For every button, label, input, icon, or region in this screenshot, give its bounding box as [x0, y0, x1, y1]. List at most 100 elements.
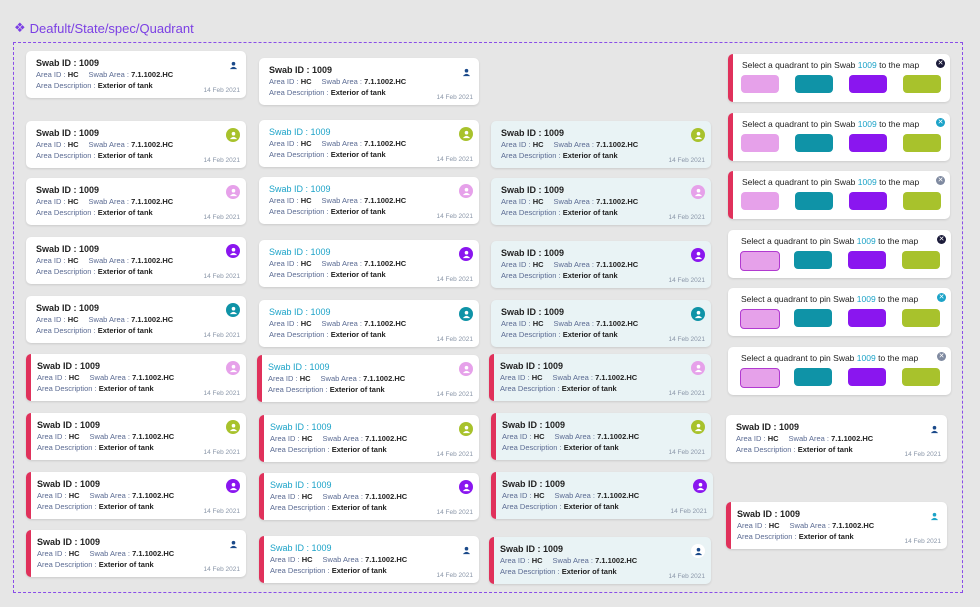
person-pin-icon[interactable]: [226, 420, 240, 434]
swab-card[interactable]: Swab ID : 1009 Area ID : HC Swab Area : 7.…: [26, 178, 246, 225]
person-pin-icon[interactable]: [927, 509, 941, 523]
area-row: Area ID : HC Swab Area : 7.1.1002.HC: [36, 69, 236, 80]
swab-card[interactable]: Swab ID : 1009 Area ID : HC Swab Area : 7.…: [259, 300, 479, 347]
quadrant-swatch-pink[interactable]: [740, 251, 780, 271]
quadrant-swatch-teal[interactable]: [794, 368, 832, 386]
person-pin-icon[interactable]: [459, 480, 473, 494]
quadrant-swatch-pink[interactable]: [741, 134, 779, 152]
area-row: Area ID : HC Swab Area : 7.1.1002.HC: [501, 139, 701, 150]
close-icon[interactable]: ✕: [937, 235, 946, 244]
close-icon[interactable]: ✕: [937, 352, 946, 361]
quadrant-swatch-pink[interactable]: [740, 309, 780, 329]
swab-area-label: Swab Area :: [89, 549, 130, 558]
quadrant-swatch-pink[interactable]: [741, 75, 779, 93]
quadrant-swatch-green[interactable]: [903, 134, 941, 152]
close-icon[interactable]: ✕: [936, 59, 945, 68]
quadrant-swatch-teal[interactable]: [795, 134, 833, 152]
person-pin-icon[interactable]: [226, 244, 240, 258]
swab-card[interactable]: Swab ID : 1009 Area ID : HC Swab Area : 7.…: [491, 472, 713, 519]
quadrant-swatch-green[interactable]: [902, 251, 940, 269]
person-pin-icon[interactable]: [691, 361, 705, 375]
quadrant-prompt-post: to the map: [879, 60, 920, 70]
quadrant-swatch-green[interactable]: [903, 75, 941, 93]
person-pin-icon[interactable]: [459, 184, 473, 198]
swab-card[interactable]: Swab ID : 1009 Area ID : HC Swab Area : 7.…: [489, 537, 711, 584]
quadrant-swatch-pink[interactable]: [740, 368, 780, 388]
swab-card[interactable]: Swab ID : 1009 Area ID : HC Swab Area : 7.…: [26, 296, 246, 343]
quadrant-swatch-green[interactable]: [902, 368, 940, 386]
swab-card[interactable]: Swab ID : 1009 Area ID : HC Swab Area : 7.…: [26, 530, 246, 577]
swab-card[interactable]: Swab ID : 1009 Area ID : HC Swab Area : 7.…: [26, 472, 246, 519]
swab-id: Swab ID : 1009: [270, 542, 469, 554]
swab-card[interactable]: Swab ID : 1009 Area ID : HC Swab Area : 7.…: [259, 177, 479, 224]
quadrant-swatch-pink[interactable]: [741, 192, 779, 210]
swab-card[interactable]: Swab ID : 1009 Area ID : HC Swab Area : 7.…: [726, 502, 947, 549]
quadrant-swatch-teal[interactable]: [795, 192, 833, 210]
person-pin-icon[interactable]: [459, 422, 473, 436]
area-row: Area ID : HC Swab Area : 7.1.1002.HC: [501, 318, 701, 329]
swab-card[interactable]: Swab ID : 1009 Area ID : HC Swab Area : 7.…: [26, 121, 246, 168]
close-icon[interactable]: ✕: [936, 176, 945, 185]
swab-card[interactable]: Swab ID : 1009 Area ID : HC Swab Area : 7.…: [491, 300, 711, 347]
swab-card[interactable]: Swab ID : 1009 Area ID : HC Swab Area : 7.…: [259, 415, 479, 462]
swab-id: Swab ID : 1009: [36, 57, 236, 69]
swab-card[interactable]: Swab ID : 1009 Area ID : HC Swab Area : 7.…: [491, 241, 711, 288]
close-icon[interactable]: ✕: [937, 293, 946, 302]
person-pin-icon[interactable]: [226, 128, 240, 142]
quadrant-swatch-purple[interactable]: [849, 134, 887, 152]
area-id-value: HC: [532, 319, 544, 328]
person-pin-icon[interactable]: [459, 362, 473, 376]
person-pin-icon[interactable]: [691, 544, 705, 558]
person-pin-icon[interactable]: [226, 479, 240, 493]
area-id-value: HC: [533, 432, 545, 441]
quadrant-swatch-purple[interactable]: [849, 75, 887, 93]
person-pin-icon[interactable]: [691, 307, 705, 321]
area-id-label: Area ID :: [37, 491, 67, 500]
person-pin-icon[interactable]: [459, 543, 473, 557]
person-pin-icon[interactable]: [226, 185, 240, 199]
swab-card[interactable]: Swab ID : 1009 Area ID : HC Swab Area : 7.…: [491, 178, 711, 225]
person-pin-icon[interactable]: [691, 248, 705, 262]
person-pin-icon[interactable]: [691, 128, 705, 142]
quadrant-swatch-purple[interactable]: [848, 309, 886, 327]
swab-card[interactable]: Swab ID : 1009 Area ID : HC Swab Area : 7.…: [489, 354, 711, 401]
quadrant-swatch-teal[interactable]: [795, 75, 833, 93]
swab-card[interactable]: Swab ID : 1009 Area ID : HC Swab Area : 7.…: [726, 415, 947, 462]
quadrant-swatch-purple[interactable]: [848, 251, 886, 269]
person-pin-icon[interactable]: [691, 185, 705, 199]
swab-card[interactable]: Swab ID : 1009 Area ID : HC Swab Area : 7.…: [259, 58, 479, 105]
quadrant-swatch-purple[interactable]: [848, 368, 886, 386]
swab-card[interactable]: Swab ID : 1009 Area ID : HC Swab Area : 7.…: [259, 536, 479, 583]
person-pin-icon[interactable]: [459, 307, 473, 321]
area-description-label: Area Description :: [36, 81, 96, 90]
swab-card[interactable]: Swab ID : 1009 Area ID : HC Swab Area : 7.…: [491, 413, 711, 460]
swab-card[interactable]: Swab ID : 1009 Area ID : HC Swab Area : 7.…: [259, 473, 479, 520]
swab-card[interactable]: Swab ID : 1009 Area ID : HC Swab Area : 7.…: [26, 354, 246, 401]
quadrant-swatch-green[interactable]: [903, 192, 941, 210]
area-id-value: HC: [768, 521, 780, 530]
swab-card[interactable]: Swab ID : 1009 Area ID : HC Swab Area : 7.…: [491, 121, 711, 168]
swab-card[interactable]: Swab ID : 1009 Area ID : HC Swab Area : 7.…: [259, 120, 479, 167]
person-pin-icon[interactable]: [226, 58, 240, 72]
person-pin-icon[interactable]: [927, 422, 941, 436]
person-pin-icon[interactable]: [226, 537, 240, 551]
swab-card[interactable]: Swab ID : 1009 Area ID : HC Swab Area : 7.…: [26, 51, 246, 98]
swab-card[interactable]: Swab ID : 1009 Area ID : HC Swab Area : 7.…: [26, 413, 246, 460]
person-pin-icon[interactable]: [459, 65, 473, 79]
quadrant-swatch-purple[interactable]: [849, 192, 887, 210]
close-icon[interactable]: ✕: [936, 118, 945, 127]
quadrant-swatch-green[interactable]: [902, 309, 940, 327]
person-pin-icon[interactable]: [459, 127, 473, 141]
person-pin-icon[interactable]: [693, 479, 707, 493]
person-pin-icon[interactable]: [459, 247, 473, 261]
swab-card[interactable]: Swab ID : 1009 Area ID : HC Swab Area : 7.…: [259, 240, 479, 287]
person-pin-icon[interactable]: [226, 303, 240, 317]
swab-card[interactable]: Swab ID : 1009 Area ID : HC Swab Area : 7.…: [26, 237, 246, 284]
quadrant-swatch-teal[interactable]: [794, 309, 832, 327]
person-pin-icon[interactable]: [691, 420, 705, 434]
swab-card[interactable]: Swab ID : 1009 Area ID : HC Swab Area : 7.…: [257, 355, 479, 402]
person-pin-icon[interactable]: [226, 361, 240, 375]
quadrant-swatch-teal[interactable]: [794, 251, 832, 269]
swab-id-value: 1009: [79, 303, 100, 313]
area-id-label: Area ID :: [36, 197, 66, 206]
